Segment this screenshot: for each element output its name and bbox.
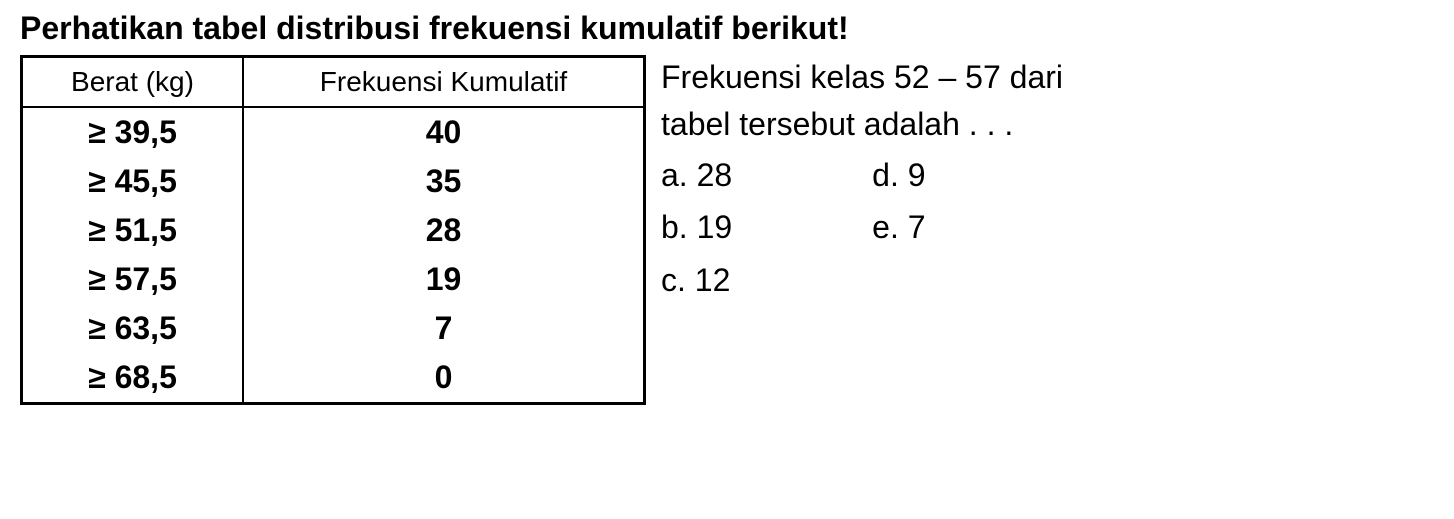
- options-container: a. 28 b. 19 c. 12 d. 9 e. 7: [661, 153, 1063, 303]
- table-row: ≥ 39,5 40: [23, 107, 643, 157]
- options-left-col: a. 28 b. 19 c. 12: [661, 153, 732, 303]
- table-cell: ≥ 57,5: [23, 255, 243, 304]
- option-b: b. 19: [661, 205, 732, 250]
- table-cell: 0: [243, 353, 643, 402]
- table-cell: 19: [243, 255, 643, 304]
- table-cell: 40: [243, 107, 643, 157]
- content-row: Berat (kg) Frekuensi Kumulatif ≥ 39,5 40…: [20, 55, 1434, 405]
- table-cell: 7: [243, 304, 643, 353]
- table-row: ≥ 51,5 28: [23, 206, 643, 255]
- table-cell: 28: [243, 206, 643, 255]
- table-row: ≥ 68,5 0: [23, 353, 643, 402]
- page-title: Perhatikan tabel distribusi frekuensi ku…: [20, 10, 1434, 47]
- option-d: d. 9: [872, 153, 925, 198]
- option-e: e. 7: [872, 205, 925, 250]
- table-cell: ≥ 45,5: [23, 157, 243, 206]
- table-cell: ≥ 68,5: [23, 353, 243, 402]
- table-header-frekuensi: Frekuensi Kumulatif: [243, 58, 643, 107]
- frequency-table: Berat (kg) Frekuensi Kumulatif ≥ 39,5 40…: [20, 55, 646, 405]
- question-line-2: tabel tersebut adalah . . .: [661, 102, 1063, 147]
- question-area: Frekuensi kelas 52 – 57 dari tabel terse…: [661, 55, 1063, 405]
- table-row: ≥ 63,5 7: [23, 304, 643, 353]
- table-cell: ≥ 39,5: [23, 107, 243, 157]
- option-a: a. 28: [661, 153, 732, 198]
- table-cell: 35: [243, 157, 643, 206]
- table-row: ≥ 57,5 19: [23, 255, 643, 304]
- table-row: ≥ 45,5 35: [23, 157, 643, 206]
- options-right-col: d. 9 e. 7: [872, 153, 925, 303]
- table-cell: ≥ 51,5: [23, 206, 243, 255]
- option-c: c. 12: [661, 258, 732, 303]
- question-line-1: Frekuensi kelas 52 – 57 dari: [661, 55, 1063, 100]
- table-header-berat: Berat (kg): [23, 58, 243, 107]
- table-cell: ≥ 63,5: [23, 304, 243, 353]
